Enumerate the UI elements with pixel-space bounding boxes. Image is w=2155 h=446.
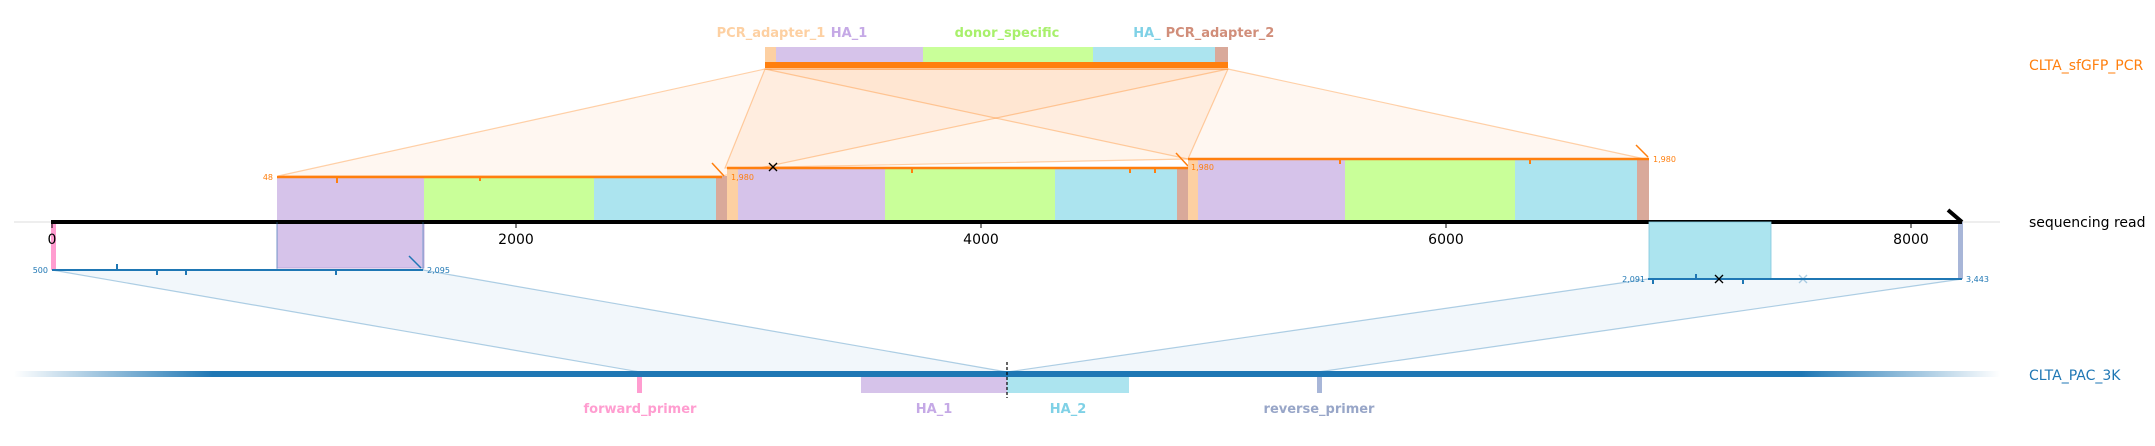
plasmid-end-2095: 2,095 bbox=[427, 266, 450, 275]
plasmid-start-500: 500 bbox=[33, 266, 48, 275]
mismatch-marker-lower bbox=[1714, 274, 1724, 284]
ha-1-bottom-block bbox=[276, 221, 425, 269]
plasmid-start-2091: 2,091 bbox=[1622, 275, 1645, 284]
alignment-end-1: 1,980 bbox=[731, 173, 754, 182]
lower-alignments: 500 2,095 2,091 3,443 bbox=[33, 221, 1989, 284]
feature-label-pcr-adapter-2: PCR_adapter_2 bbox=[1166, 26, 1275, 41]
forward-primer-block bbox=[637, 372, 642, 393]
upper-alignments: 48 1,980 1,980 1,980 bbox=[263, 144, 1676, 269]
feature-label-ha-2: HA_ bbox=[1133, 26, 1161, 41]
mismatch-marker-faint bbox=[1798, 274, 1808, 284]
tick-label-6000: 6000 bbox=[1428, 232, 1464, 248]
ha-1-plasmid-block bbox=[861, 372, 1007, 393]
pcr-adapter-1-block bbox=[765, 47, 776, 64]
tick-label-0: 0 bbox=[48, 232, 57, 248]
tick-label-2000: 2000 bbox=[498, 232, 534, 248]
plasmid-end-3443: 3,443 bbox=[1966, 275, 1989, 284]
alignment-start-48: 48 bbox=[263, 173, 273, 182]
feature-label-ha-2-bottom: HA_2 bbox=[1050, 402, 1087, 417]
alignment-end-2: 1,980 bbox=[1191, 163, 1214, 172]
reference-labels: CLTA_sfGFP_PCR sequencing read CLTA_PAC_… bbox=[2029, 58, 2145, 384]
ha-2-plasmid-block bbox=[1007, 372, 1129, 393]
plasmid-label: CLTA_PAC_3K bbox=[2029, 368, 2121, 384]
ha-2-block bbox=[1093, 47, 1215, 64]
feature-label-pcr-adapter-1: PCR_adapter_1 bbox=[717, 26, 826, 41]
feature-label-reverse-primer: reverse_primer bbox=[1264, 402, 1376, 417]
pcr-adapter-2-block bbox=[1215, 47, 1228, 64]
forward-primer-mark-read bbox=[51, 222, 56, 270]
feature-label-forward-primer: forward_primer bbox=[584, 402, 698, 417]
donor-specific-block bbox=[923, 47, 1093, 64]
feature-label-ha-1-bottom: HA_1 bbox=[916, 402, 953, 417]
pcr-product-read bbox=[765, 47, 1228, 68]
plasmid-connections bbox=[51, 269, 1963, 373]
ha-1-block bbox=[776, 47, 923, 64]
plasmid-reference bbox=[14, 362, 2000, 398]
pcr-product-bar bbox=[765, 62, 1228, 68]
ha-2-lower-block bbox=[1648, 221, 1772, 280]
pcr-connections bbox=[277, 68, 1646, 177]
feature-label-donor-specific: donor_specific bbox=[955, 26, 1060, 41]
tick-label-8000: 8000 bbox=[1893, 232, 1929, 248]
pcr-product-label: CLTA_sfGFP_PCR bbox=[2029, 58, 2143, 74]
bottom-feature-labels: forward_primer HA_1 HA_2 reverse_primer bbox=[584, 402, 1376, 417]
alignment-end-3: 1,980 bbox=[1653, 155, 1676, 164]
reverse-primer-block bbox=[1317, 372, 1322, 393]
mismatch-marker bbox=[768, 162, 778, 172]
sequencing-read-label: sequencing read bbox=[2029, 215, 2145, 231]
reverse-primer-mark-read bbox=[1958, 222, 1963, 279]
feature-label-ha-1: HA_1 bbox=[831, 26, 868, 41]
tick-label-4000: 4000 bbox=[963, 232, 999, 248]
top-feature-labels: PCR_adapter_1 HA_1 donor_specific HA_ PC… bbox=[717, 26, 1275, 41]
